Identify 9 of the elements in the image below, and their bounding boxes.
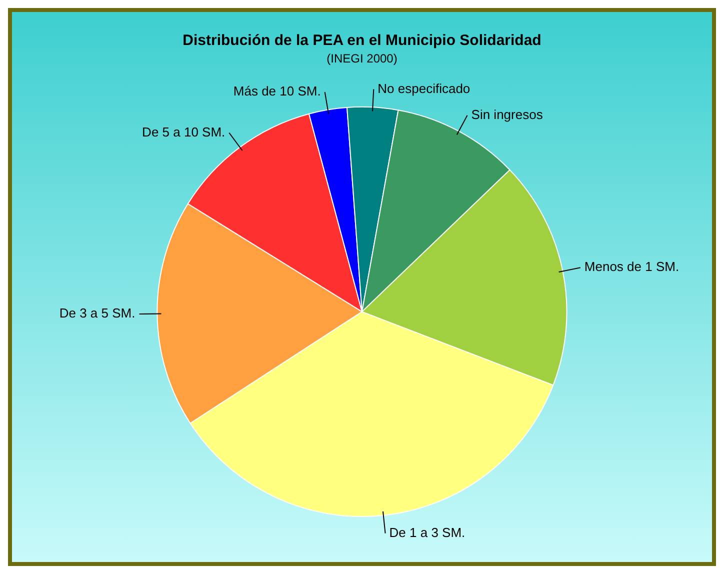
slice-label: Menos de 1 SM. [584, 259, 680, 274]
chart-subtitle: (INEGI 2000) [326, 52, 398, 66]
slice-label: Más de 10 SM. [233, 84, 321, 99]
slice-label: Sin ingresos [471, 106, 544, 122]
chart-title: Distribución de la PEA en el Municipio Solidaridad [182, 32, 542, 50]
slice-label: De 1 a 3 SM. [389, 524, 466, 540]
slice-label: De 5 a 10 SM. [142, 124, 226, 140]
slice-label: De 3 a 5 SM. [59, 306, 136, 321]
slice-label: No especificado [378, 80, 470, 96]
